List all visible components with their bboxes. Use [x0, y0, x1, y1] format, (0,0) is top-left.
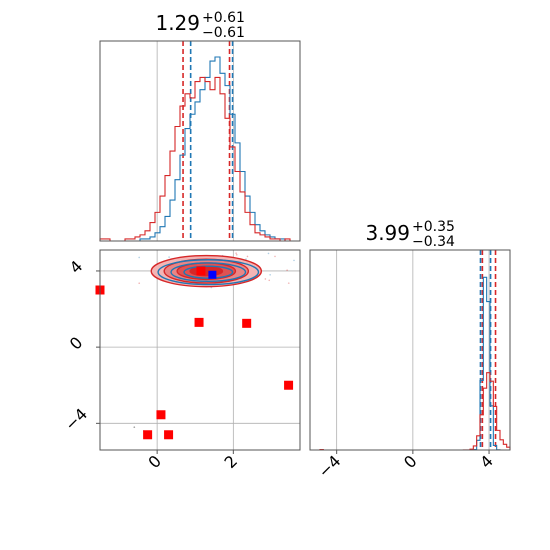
hist-param0-title-plus: +0.61	[202, 10, 245, 26]
red-marker	[242, 318, 252, 328]
y-tick-label: 0	[66, 333, 87, 354]
hist-param1-title-minus: −0.34	[412, 234, 455, 250]
hist-panel-param1: −4 0 4 3.99 +0.35 −0.34	[309, 219, 511, 482]
scatter-contours	[150, 254, 263, 288]
scatter-frame	[99, 249, 301, 451]
hist-param1-grid	[336, 250, 490, 450]
hist-panel-param0: 1.29 +0.61 −0.61	[99, 10, 301, 242]
blue-contour	[183, 265, 234, 279]
hist-param1-quantiles	[479, 250, 497, 450]
x-tick-label: 4	[476, 451, 497, 472]
hist-param0-red-series	[99, 76, 300, 242]
x-tick-label: 0	[144, 451, 165, 472]
red-marker	[156, 410, 166, 420]
y-tick-label: 4	[66, 257, 87, 278]
sample-point	[286, 269, 288, 272]
sample-point	[138, 282, 141, 285]
hist-param0-frame	[99, 40, 301, 242]
scatter-y-ticks: 4 0 −4	[61, 257, 100, 435]
hist-param1-title-value: 3.99	[365, 221, 410, 245]
blue-marker	[208, 270, 217, 279]
sample-point	[274, 255, 276, 258]
sample-point	[264, 278, 267, 280]
red-marker	[196, 266, 206, 276]
red-marker	[164, 430, 174, 440]
sample-point	[235, 252, 237, 254]
hist-param1-title-plus: +0.35	[412, 219, 455, 235]
red-marker	[194, 317, 204, 327]
hist-param0-title-value: 1.29	[155, 11, 200, 35]
sample-point	[138, 256, 140, 259]
x-tick-label: −4	[314, 451, 344, 481]
scatter-markers	[95, 266, 294, 440]
hist-param0-title: 1.29	[155, 11, 200, 35]
y-tick-label: −4	[61, 404, 91, 434]
red-marker	[143, 430, 153, 440]
sample-point	[287, 282, 290, 284]
sample-point	[267, 252, 270, 255]
red-contour	[189, 265, 224, 277]
sample-point	[245, 258, 247, 260]
x-tick-label: 0	[400, 451, 421, 472]
hist-param0-blue-series	[100, 56, 300, 242]
blue-contour	[170, 262, 247, 283]
sample-point	[168, 256, 170, 258]
hist-param0-grid	[156, 41, 234, 241]
sample-point	[268, 279, 271, 282]
x-tick-label: 2	[221, 451, 242, 472]
sample-point	[293, 259, 295, 262]
blue-contour	[157, 259, 260, 286]
hist-param0-quantiles	[182, 41, 234, 241]
sample-point	[269, 274, 271, 276]
red-marker	[284, 380, 294, 390]
hist-param1-x-ticks: −4 0 4	[314, 450, 497, 482]
sample-point	[133, 426, 136, 428]
sample-point	[246, 255, 249, 258]
sample-point	[235, 253, 238, 256]
hist-param0-title-minus: −0.61	[202, 25, 245, 41]
hist-param1-frame	[309, 249, 511, 451]
